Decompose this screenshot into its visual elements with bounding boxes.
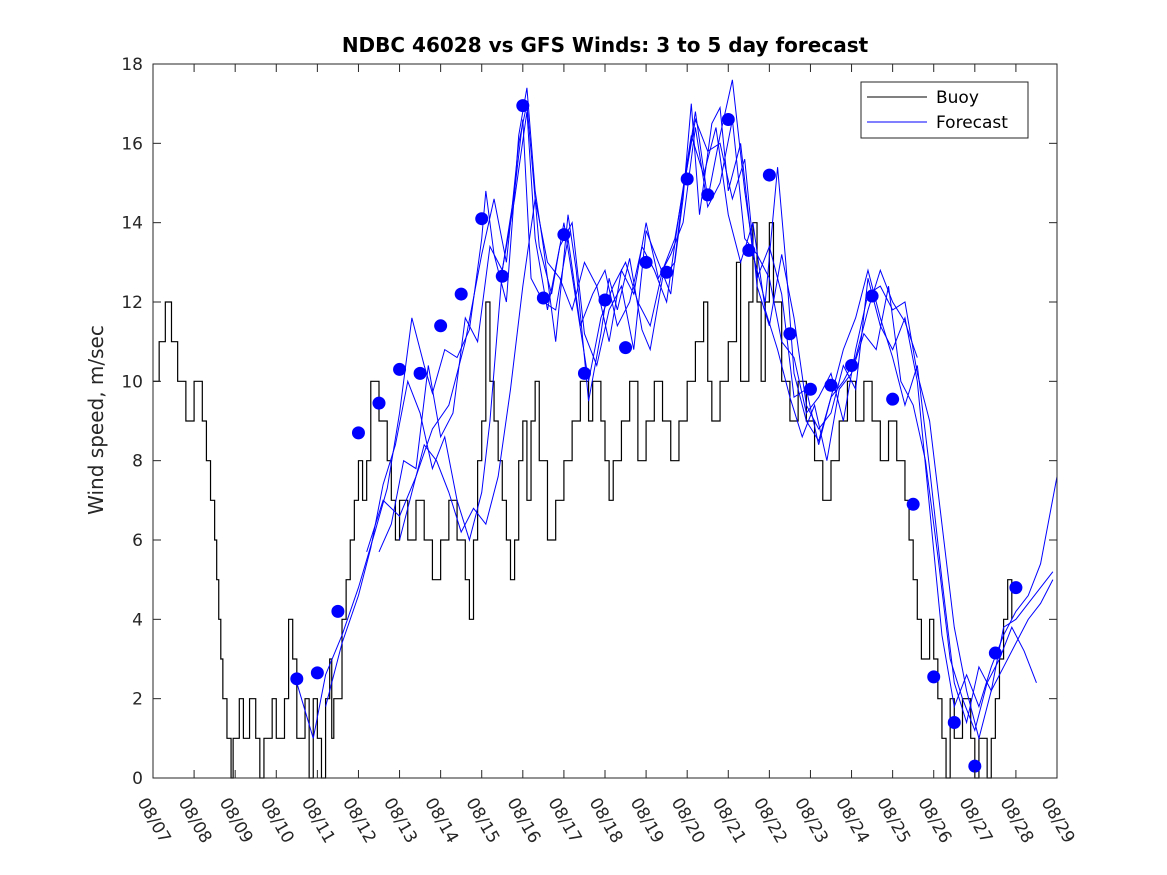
- forecast-marker: [968, 759, 982, 773]
- forecast-marker: [824, 378, 838, 392]
- forecast-series-line: [399, 119, 1054, 741]
- forecast-marker: [762, 168, 776, 182]
- forecast-marker: [290, 672, 304, 686]
- y-tick-label: 12: [121, 293, 143, 313]
- forecast-marker: [721, 113, 735, 127]
- y-tick-label: 16: [121, 134, 143, 154]
- forecast-marker: [516, 99, 530, 113]
- y-axis-label: Wind speed, m/sec: [84, 325, 108, 515]
- forecast-marker: [639, 255, 653, 269]
- legend-forecast-label: Forecast: [936, 113, 1008, 133]
- y-tick-label: 14: [121, 214, 143, 234]
- forecast-marker: [351, 426, 365, 440]
- forecast-marker: [1009, 581, 1023, 595]
- forecast-marker: [680, 172, 694, 186]
- forecast-marker: [619, 341, 633, 355]
- forecast-marker: [393, 362, 407, 376]
- legend-box: [860, 81, 1029, 139]
- y-tick-label: 10: [121, 372, 143, 392]
- y-tick-label: 6: [132, 531, 143, 551]
- forecast-marker: [886, 392, 900, 406]
- series-layer: [153, 79, 1058, 779]
- forecast-marker: [577, 366, 591, 380]
- forecast-marker: [947, 715, 961, 729]
- forecast-marker: [372, 396, 386, 410]
- y-tick-label: 8: [132, 452, 143, 472]
- forecast-series-line: [366, 79, 1054, 725]
- forecast-marker: [845, 358, 859, 372]
- forecast-marker: [660, 265, 674, 279]
- y-tick-label: 2: [132, 690, 143, 710]
- forecast-marker: [906, 497, 920, 511]
- forecast-marker: [988, 646, 1002, 660]
- forecast-marker: [701, 188, 715, 202]
- forecast-marker: [927, 670, 941, 684]
- legend: Buoy Forecast: [860, 81, 1029, 139]
- forecast-marker: [413, 366, 427, 380]
- y-tick-label: 4: [132, 610, 143, 630]
- forecast-marker: [803, 382, 817, 396]
- y-tick-label: 18: [121, 55, 143, 75]
- forecast-marker: [598, 293, 612, 307]
- forecast-marker: [310, 666, 324, 680]
- forecast-series-line: [378, 119, 1037, 733]
- forecast-marker: [557, 228, 571, 242]
- forecast-marker: [475, 212, 489, 226]
- forecast-marker: [536, 291, 550, 305]
- legend-buoy-label: Buoy: [936, 88, 979, 108]
- chart-title: NDBC 46028 vs GFS Winds: 3 to 5 day fore…: [342, 33, 869, 57]
- forecast-marker: [742, 243, 756, 257]
- forecast-marker: [495, 269, 509, 283]
- forecast-marker: [783, 327, 797, 341]
- buoy-series-line: [153, 222, 1013, 779]
- forecast-marker: [454, 287, 468, 301]
- forecast-marker: [865, 289, 879, 303]
- forecast-marker: [331, 604, 345, 618]
- y-tick-label: 0: [132, 769, 143, 789]
- forecast-marker: [434, 319, 448, 333]
